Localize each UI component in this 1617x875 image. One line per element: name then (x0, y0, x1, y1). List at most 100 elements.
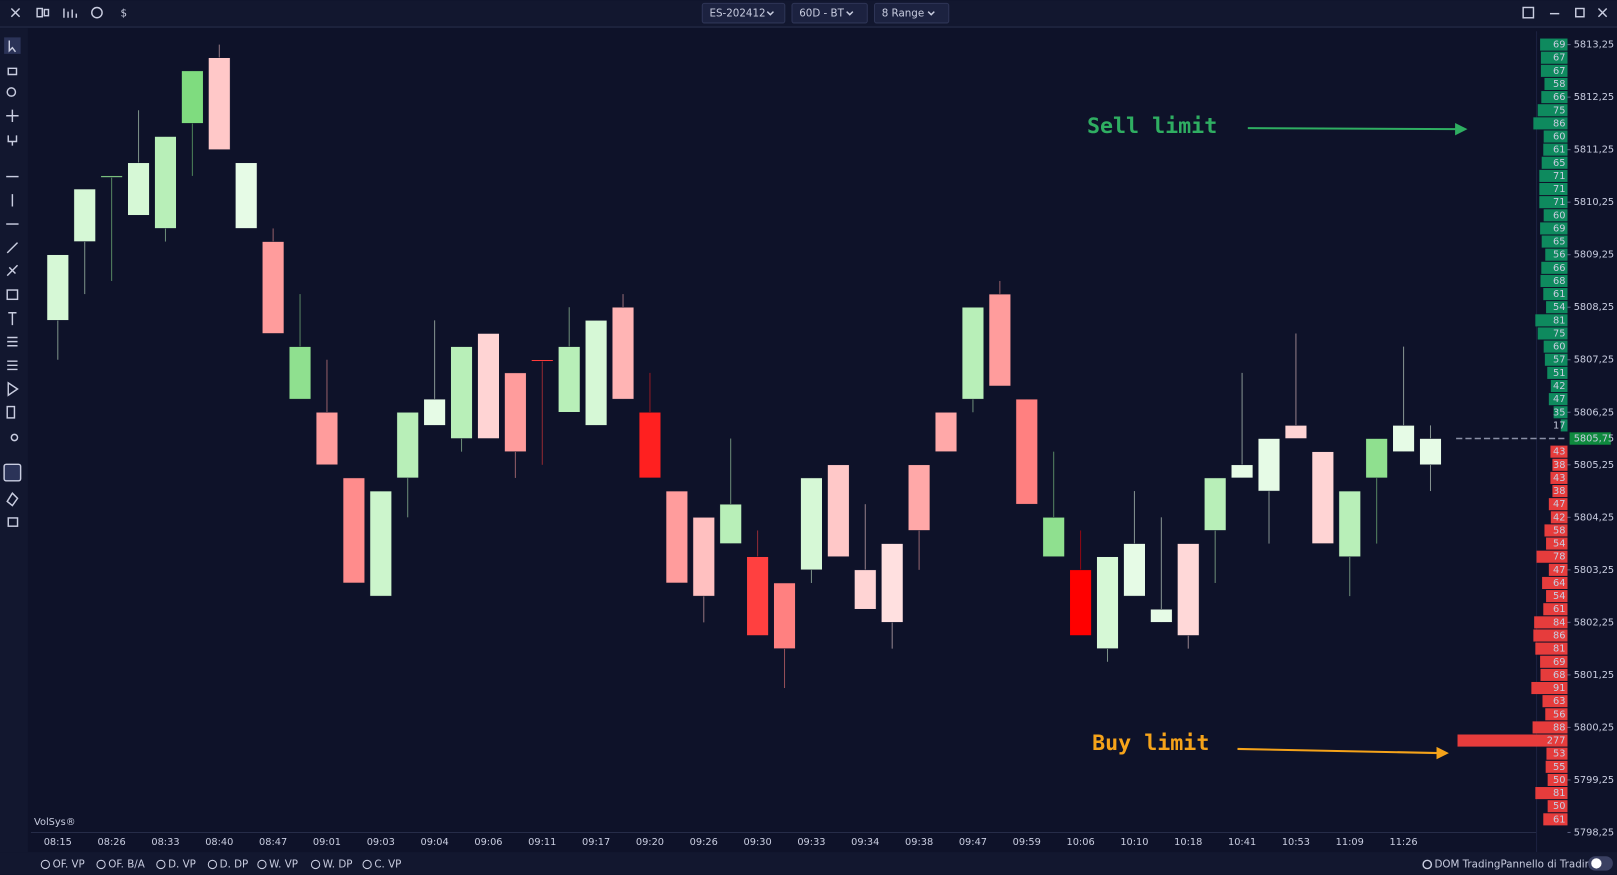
annotation: Buy limit (1092, 731, 1209, 756)
active-tool[interactable] (3, 463, 22, 482)
volume-label: 71 (1553, 197, 1565, 208)
alert-tool[interactable] (10, 433, 19, 442)
volume-label: 68 (1553, 276, 1565, 287)
volume-label: 67 (1553, 53, 1565, 64)
footer-radio (310, 859, 321, 870)
close-icon[interactable] (10, 7, 21, 18)
volume-bar (1550, 445, 1568, 458)
candle-body (46, 254, 69, 321)
maximize-panel[interactable] (1522, 6, 1535, 19)
arrow-head (1436, 746, 1449, 760)
list-tool[interactable] (7, 336, 18, 347)
info-tool[interactable] (6, 405, 16, 419)
volume-bar (1544, 77, 1568, 91)
volume-label: 66 (1553, 92, 1565, 103)
y-tick-label: 5813,25 (1574, 40, 1614, 51)
volume-label: 75 (1553, 328, 1565, 339)
x-tick-label: 09:34 (851, 837, 879, 848)
y-tick-label: 5798,25 (1574, 827, 1614, 838)
pointer-tool[interactable] (8, 40, 17, 53)
volume-label: 61 (1553, 289, 1565, 300)
rect-tool[interactable] (6, 289, 19, 301)
x-tick-label: 09:30 (744, 837, 772, 848)
volume-bar (1547, 800, 1568, 813)
settings-icon[interactable] (91, 6, 103, 19)
eraser-tool[interactable] (6, 492, 19, 507)
hand-tool[interactable] (7, 67, 18, 76)
volume-bar (1540, 38, 1568, 51)
volume-bar (1550, 379, 1568, 393)
volume-label: 91 (1553, 683, 1565, 694)
footer-button[interactable]: C. VP (374, 858, 401, 870)
volume-bar (1539, 196, 1568, 209)
candle-body (1123, 543, 1146, 597)
bars-icon[interactable] (63, 8, 78, 18)
x-tick-label: 10:10 (1120, 837, 1148, 848)
footer-radio (96, 859, 106, 870)
volume-bar (1541, 261, 1568, 274)
volume-bar (1537, 104, 1568, 117)
list-tool-2[interactable] (7, 360, 18, 371)
volume-bar (1543, 143, 1568, 156)
footer-button[interactable]: OF. VP (53, 858, 85, 870)
candle-body (262, 241, 285, 334)
footer-radio (362, 859, 372, 870)
volume-bar (1547, 366, 1568, 379)
trading-panel-label[interactable]: Pannello di Trading (1500, 858, 1597, 870)
volume-bar (1543, 813, 1568, 826)
arrow-head (1455, 122, 1468, 136)
x-tick-label: 08:26 (98, 837, 126, 848)
trendline-tool[interactable] (6, 242, 19, 254)
currency-button[interactable]: $ (120, 8, 127, 20)
footer-button[interactable]: D. VP (168, 858, 196, 870)
volume-bar (1537, 327, 1568, 340)
candle-body (746, 556, 769, 636)
footer-button[interactable]: W. DP (323, 858, 353, 870)
volume-label: 42 (1553, 512, 1565, 523)
volume-bar (1534, 616, 1568, 629)
volume-label: 51 (1553, 368, 1565, 379)
candle-body (315, 412, 339, 466)
volume-bar (1532, 721, 1568, 734)
candle-body (531, 359, 554, 362)
volume-label: 86 (1553, 118, 1565, 129)
x-tick-label: 11:09 (1336, 837, 1364, 848)
timeframe-label: 60D - BT (799, 8, 844, 20)
annotation-arrow (1237, 747, 1439, 755)
restore[interactable] (1575, 7, 1585, 18)
candle-body (1231, 464, 1254, 479)
candle-body (800, 477, 823, 571)
volume-label: 42 (1553, 381, 1565, 392)
drawing-tools (3, 37, 22, 870)
symbol-select[interactable] (701, 2, 786, 24)
range-select[interactable] (873, 2, 950, 24)
footer-button[interactable]: D. DP (220, 858, 249, 870)
zoom-tool[interactable] (6, 87, 17, 97)
volume-bar (1540, 668, 1568, 681)
candle-body (208, 57, 231, 150)
footer-button[interactable]: W. VP (269, 858, 298, 870)
candle-body (504, 372, 527, 452)
magnet-tool[interactable] (7, 135, 18, 146)
candles-icon[interactable] (36, 7, 44, 18)
crosshair-tool[interactable] (6, 109, 19, 122)
volume-label: 43 (1553, 447, 1565, 458)
timeframe-select[interactable] (791, 2, 868, 24)
volume-bar (1548, 393, 1568, 406)
y-tick-label: 5808,25 (1574, 302, 1614, 313)
layers-tool[interactable] (7, 517, 19, 527)
dropdown-icon (846, 11, 854, 16)
close-window[interactable] (1597, 7, 1608, 18)
dom-trading-label[interactable]: DOM Trading (1434, 858, 1500, 870)
toolbar-icons (10, 6, 103, 19)
volume-bar (1533, 117, 1568, 130)
footer-button[interactable]: OF. B/A (108, 858, 145, 870)
candle-body (558, 346, 581, 413)
play-tool[interactable] (7, 381, 19, 397)
text-tool[interactable] (8, 311, 17, 326)
fib-tool[interactable] (6, 264, 19, 277)
dom-radio[interactable] (1422, 859, 1433, 870)
volume-bar (1550, 511, 1568, 524)
status-bar (0, 852, 1617, 875)
volume-label: 64 (1553, 578, 1565, 589)
